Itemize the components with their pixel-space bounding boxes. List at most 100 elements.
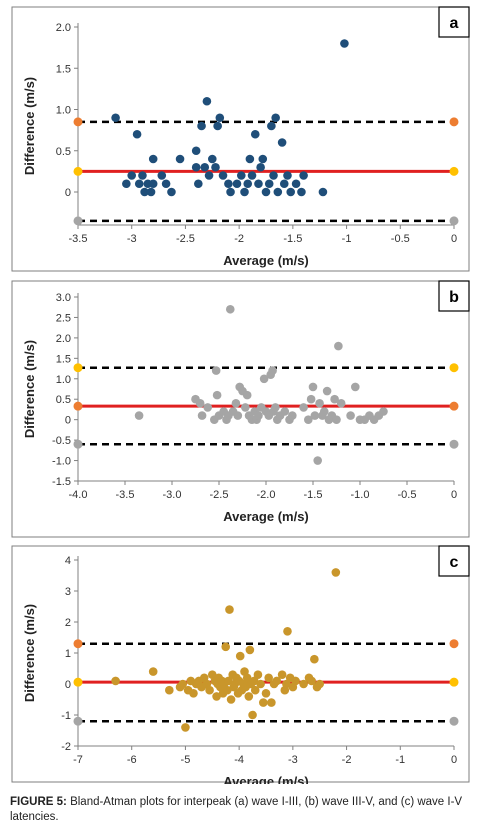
x-tick-label: -3 — [127, 233, 137, 245]
x-tick-label: -2.5 — [210, 489, 229, 501]
data-point — [336, 399, 346, 408]
data-point — [232, 179, 242, 189]
data-point — [310, 411, 320, 420]
data-point — [148, 179, 158, 189]
x-tick-label: 0 — [451, 233, 457, 245]
y-tick-label: 1.0 — [56, 374, 71, 386]
y-tick-label: 0 — [65, 679, 71, 691]
data-point — [197, 121, 206, 131]
data-point — [258, 154, 268, 164]
data-point — [254, 179, 263, 189]
data-point — [319, 407, 329, 416]
data-point — [138, 171, 147, 180]
x-tick-label: 0 — [451, 489, 457, 501]
data-point — [269, 171, 278, 180]
data-point — [310, 654, 319, 664]
data-point — [191, 146, 201, 156]
data-point — [224, 676, 233, 686]
x-tick-label: -3.5 — [69, 233, 88, 245]
data-point — [167, 187, 176, 197]
data-point — [334, 341, 343, 351]
x-axis-title: Average (m/s) — [223, 509, 309, 524]
y-tick-label: 2.5 — [56, 312, 71, 324]
mean-marker-right — [449, 401, 459, 411]
data-point — [148, 667, 158, 676]
data-point — [308, 382, 318, 392]
x-tick-label: -1 — [342, 233, 352, 245]
data-point — [280, 407, 290, 416]
mean-marker-left — [73, 401, 83, 411]
data-point — [304, 415, 313, 424]
data-point — [264, 179, 274, 189]
x-tick-label: -1.0 — [351, 489, 370, 501]
data-point — [249, 676, 259, 686]
data-point — [202, 96, 212, 106]
data-point — [261, 689, 271, 698]
y-tick-label: 2.0 — [56, 333, 71, 345]
x-tick-label: -4.0 — [69, 489, 88, 501]
y-axis-title: Difference (m/s) — [22, 604, 37, 702]
panel-label-box: c — [438, 545, 470, 577]
data-point — [313, 456, 323, 465]
data-point — [253, 670, 263, 679]
data-point — [299, 679, 308, 689]
data-point — [211, 366, 221, 375]
data-point — [195, 399, 205, 408]
panel-frame — [11, 280, 470, 538]
data-point — [272, 676, 282, 686]
lower-limit-marker-right — [449, 439, 459, 449]
y-tick-label: 1.5 — [56, 353, 71, 365]
upper-limit-marker-right — [449, 639, 459, 649]
y-tick-label: 0 — [65, 187, 71, 199]
data-point — [134, 411, 144, 420]
x-axis-title: Average (m/s) — [223, 774, 309, 784]
mean-marker-left — [73, 166, 83, 176]
data-point — [267, 698, 276, 707]
data-point — [297, 187, 306, 197]
data-point — [267, 121, 276, 131]
data-point — [277, 670, 287, 679]
x-tick-label: 0 — [451, 754, 457, 766]
data-point — [271, 403, 280, 412]
data-point — [315, 399, 324, 408]
y-tick-label: 1.0 — [56, 105, 71, 117]
x-tick-label: -6 — [127, 754, 137, 766]
y-tick-label: -1.5 — [52, 476, 71, 488]
data-point — [181, 723, 190, 732]
data-point — [245, 645, 255, 655]
data-point — [233, 411, 243, 420]
data-point — [256, 679, 265, 689]
y-axis-title: Difference (m/s) — [22, 77, 37, 175]
x-tick-label: -5 — [181, 754, 191, 766]
data-point — [231, 399, 241, 408]
data-point — [264, 673, 273, 683]
y-tick-label: -1.0 — [52, 456, 71, 468]
y-tick-label: 2 — [65, 617, 71, 629]
data-point — [211, 162, 220, 172]
y-tick-label: 3.0 — [56, 292, 71, 304]
data-point — [283, 627, 292, 636]
data-point — [225, 304, 235, 314]
mean-marker-right — [449, 677, 459, 687]
data-point — [194, 179, 203, 189]
data-point — [247, 171, 257, 180]
data-point — [178, 679, 188, 689]
lower-limit-marker-left — [73, 716, 83, 726]
data-point — [306, 394, 316, 404]
x-tick-label: -4 — [234, 754, 244, 766]
data-point — [299, 171, 308, 180]
panel-frame — [11, 6, 470, 272]
y-tick-label: 2.0 — [56, 22, 71, 34]
caption-lead: FIGURE 5: — [10, 796, 67, 808]
panel-label-border — [438, 545, 470, 577]
data-point — [243, 179, 253, 189]
data-point — [330, 394, 339, 404]
data-point — [175, 154, 185, 164]
x-tick-label: -2.5 — [176, 233, 195, 245]
data-point — [122, 179, 131, 189]
data-point — [259, 374, 269, 384]
data-point — [245, 154, 255, 164]
mean-marker-left — [73, 677, 83, 687]
data-point — [351, 382, 360, 392]
